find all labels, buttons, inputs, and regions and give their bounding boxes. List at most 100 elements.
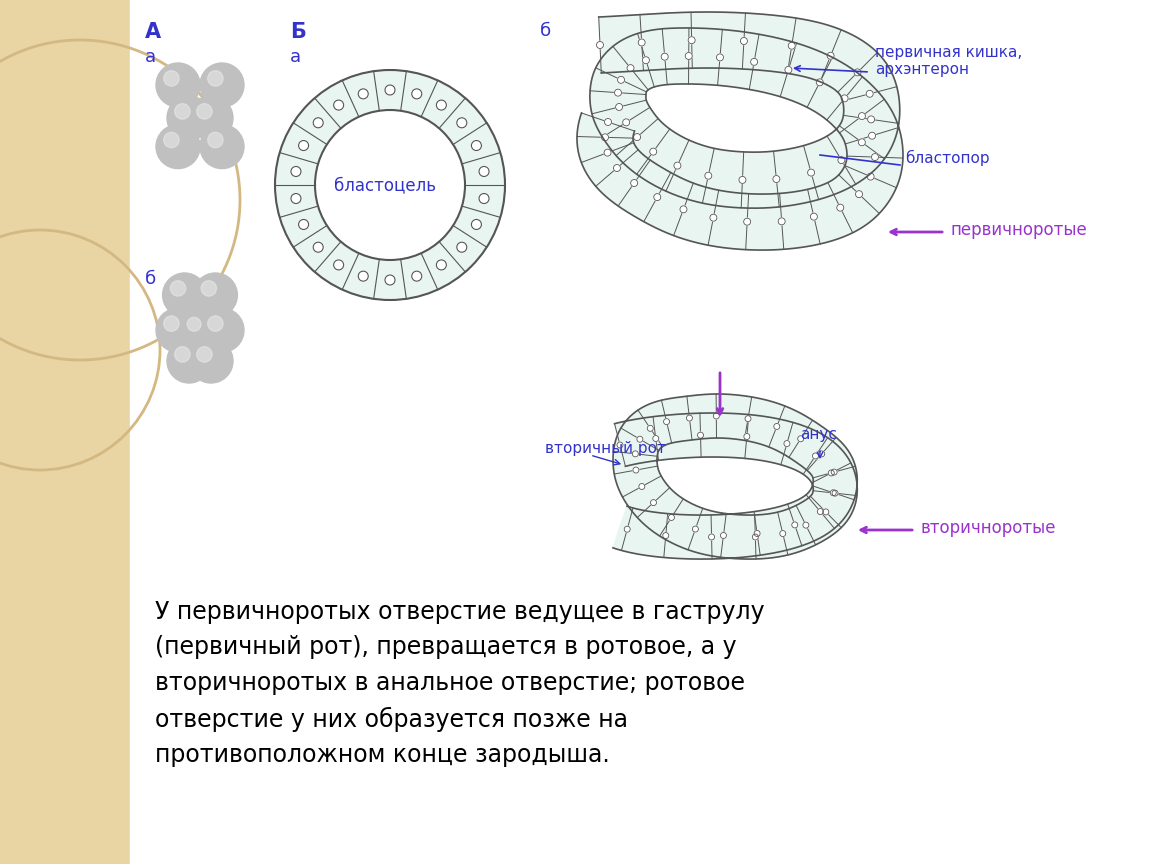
- Circle shape: [807, 169, 814, 176]
- Circle shape: [867, 173, 874, 180]
- Circle shape: [858, 139, 865, 146]
- Circle shape: [299, 141, 308, 150]
- Circle shape: [791, 522, 798, 528]
- Circle shape: [412, 271, 422, 281]
- Circle shape: [745, 416, 751, 422]
- Text: а: а: [290, 48, 301, 66]
- Circle shape: [705, 172, 712, 179]
- Circle shape: [744, 434, 750, 440]
- Circle shape: [872, 154, 879, 161]
- Circle shape: [653, 194, 661, 200]
- Text: б: б: [145, 270, 156, 288]
- Circle shape: [830, 490, 836, 496]
- Circle shape: [788, 42, 796, 49]
- Circle shape: [175, 104, 190, 119]
- Circle shape: [739, 176, 746, 183]
- Circle shape: [175, 346, 190, 362]
- Circle shape: [472, 219, 482, 230]
- Circle shape: [687, 415, 692, 421]
- Circle shape: [359, 89, 368, 98]
- Circle shape: [614, 89, 621, 96]
- Circle shape: [841, 95, 848, 102]
- Circle shape: [163, 132, 179, 148]
- Circle shape: [275, 70, 505, 300]
- Circle shape: [170, 281, 185, 296]
- Circle shape: [480, 194, 489, 204]
- Circle shape: [708, 534, 714, 540]
- Circle shape: [313, 242, 323, 252]
- Circle shape: [812, 453, 819, 459]
- Circle shape: [713, 413, 719, 419]
- Circle shape: [653, 435, 659, 442]
- Circle shape: [803, 522, 808, 528]
- Text: первичная кишка,
архэнтерон: первичная кишка, архэнтерон: [875, 45, 1022, 78]
- Circle shape: [436, 100, 446, 110]
- Circle shape: [193, 273, 237, 317]
- Circle shape: [334, 100, 344, 110]
- Circle shape: [662, 532, 669, 538]
- Circle shape: [412, 89, 422, 98]
- Circle shape: [651, 499, 657, 505]
- Polygon shape: [577, 12, 903, 250]
- Circle shape: [785, 67, 792, 73]
- Circle shape: [831, 469, 837, 475]
- Circle shape: [156, 63, 200, 107]
- Circle shape: [167, 96, 210, 140]
- Circle shape: [632, 467, 639, 473]
- Circle shape: [618, 76, 624, 83]
- Circle shape: [457, 118, 467, 128]
- Circle shape: [181, 310, 220, 350]
- Circle shape: [661, 54, 668, 60]
- Circle shape: [334, 260, 344, 270]
- Circle shape: [710, 214, 716, 221]
- Circle shape: [698, 432, 704, 438]
- Circle shape: [647, 425, 653, 431]
- Circle shape: [385, 275, 394, 285]
- Circle shape: [167, 339, 210, 383]
- Text: анус: анус: [800, 428, 837, 442]
- Circle shape: [822, 509, 829, 515]
- Circle shape: [162, 273, 207, 317]
- Circle shape: [838, 156, 845, 163]
- Circle shape: [692, 526, 698, 532]
- Circle shape: [680, 206, 687, 213]
- Circle shape: [854, 69, 861, 76]
- Circle shape: [200, 63, 244, 107]
- Circle shape: [189, 96, 233, 140]
- Circle shape: [639, 484, 645, 490]
- Circle shape: [856, 191, 862, 198]
- Circle shape: [472, 141, 482, 150]
- Circle shape: [688, 36, 695, 44]
- Circle shape: [385, 85, 394, 95]
- Text: б: б: [540, 22, 551, 40]
- Circle shape: [313, 118, 323, 128]
- Circle shape: [819, 451, 825, 457]
- Text: Б: Б: [290, 22, 306, 42]
- Circle shape: [773, 175, 780, 182]
- Circle shape: [744, 219, 751, 226]
- Circle shape: [605, 118, 612, 125]
- Circle shape: [615, 104, 622, 111]
- Circle shape: [780, 530, 785, 537]
- Circle shape: [291, 167, 301, 176]
- Circle shape: [457, 242, 467, 252]
- Circle shape: [833, 490, 838, 496]
- Circle shape: [828, 470, 834, 476]
- Text: вторичноротые: вторичноротые: [920, 519, 1056, 537]
- Circle shape: [156, 124, 200, 168]
- Circle shape: [315, 110, 465, 260]
- Circle shape: [638, 39, 645, 46]
- Circle shape: [685, 53, 692, 60]
- Circle shape: [597, 41, 604, 48]
- Text: бластопор: бластопор: [905, 150, 990, 166]
- Circle shape: [674, 162, 681, 169]
- Circle shape: [208, 316, 223, 331]
- Circle shape: [664, 419, 669, 424]
- Circle shape: [716, 54, 723, 60]
- Circle shape: [868, 132, 875, 139]
- Circle shape: [208, 132, 223, 148]
- Circle shape: [632, 451, 638, 457]
- Circle shape: [720, 532, 727, 538]
- Circle shape: [779, 218, 785, 225]
- Circle shape: [299, 219, 308, 230]
